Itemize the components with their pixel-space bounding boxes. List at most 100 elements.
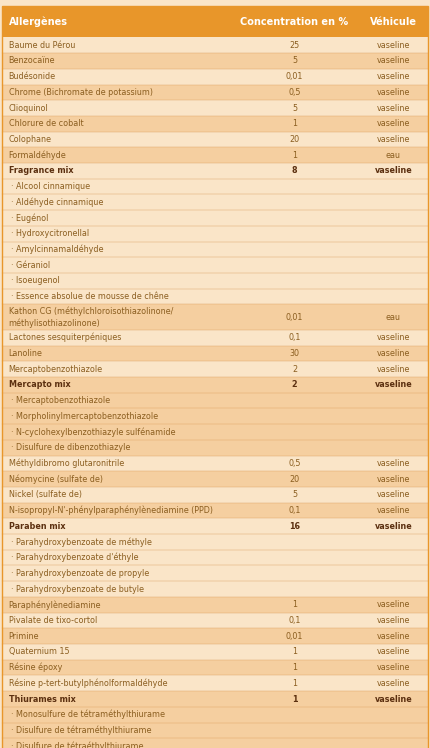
Text: Benzocaïne: Benzocaïne: [9, 56, 55, 66]
Text: 1: 1: [292, 647, 297, 657]
Bar: [2, 550, 428, 565]
Text: 0,01: 0,01: [286, 313, 303, 322]
Text: Baume du Pérou: Baume du Pérou: [9, 40, 75, 50]
Text: 0,1: 0,1: [289, 333, 301, 343]
Text: Paraphénylènediamine: Paraphénylènediamine: [9, 600, 101, 610]
Text: Mercaptobenzothiazole: Mercaptobenzothiazole: [9, 364, 103, 374]
Text: vaseline: vaseline: [377, 56, 410, 66]
Text: eau: eau: [386, 150, 401, 160]
Text: Chlorure de cobalt: Chlorure de cobalt: [9, 119, 83, 129]
Bar: [2, 37, 428, 53]
Text: · Morpholinylmercaptobenzothiazole: · Morpholinylmercaptobenzothiazole: [11, 411, 158, 421]
Text: · Mercaptobenzothiazole: · Mercaptobenzothiazole: [11, 396, 110, 405]
Text: · Parahydroxybenzoate de méthyle: · Parahydroxybenzoate de méthyle: [11, 537, 152, 547]
Text: 0,5: 0,5: [288, 88, 301, 97]
Bar: [2, 100, 428, 116]
Text: · Monosulfure de tétraméthylthiurame: · Monosulfure de tétraméthylthiurame: [11, 710, 165, 720]
Text: vaseline: vaseline: [375, 380, 412, 390]
Text: vaseline: vaseline: [377, 459, 410, 468]
Text: Nickel (sulfate de): Nickel (sulfate de): [9, 490, 82, 500]
Bar: [2, 85, 428, 100]
Bar: [2, 581, 428, 597]
Text: 2: 2: [292, 380, 298, 390]
Text: vaseline: vaseline: [377, 631, 410, 641]
Text: Chrome (Bichromate de potassium): Chrome (Bichromate de potassium): [9, 88, 153, 97]
Text: Primine: Primine: [9, 631, 39, 641]
Text: · Alcool cinnamique: · Alcool cinnamique: [11, 182, 90, 191]
Text: Véhicule: Véhicule: [370, 16, 417, 27]
Bar: [2, 393, 428, 408]
Text: · Disulfure de tétraméthylthiurame: · Disulfure de tétraméthylthiurame: [11, 726, 151, 735]
Bar: [2, 242, 428, 257]
Text: vaseline: vaseline: [377, 506, 410, 515]
Text: Quaternium 15: Quaternium 15: [9, 647, 69, 657]
Text: · Isoeugenol: · Isoeugenol: [11, 276, 59, 286]
Text: · Parahydroxybenzoate de butyle: · Parahydroxybenzoate de butyle: [11, 584, 144, 594]
Bar: [2, 487, 428, 503]
Text: · N-cyclohexylbenzothiazyle sulfénamide: · N-cyclohexylbenzothiazyle sulfénamide: [11, 427, 175, 437]
Bar: [2, 346, 428, 361]
Bar: [2, 194, 428, 210]
Text: 2: 2: [292, 364, 297, 374]
Text: vaseline: vaseline: [377, 616, 410, 625]
Bar: [2, 471, 428, 487]
Bar: [2, 723, 428, 738]
Text: Lactones sesquiterpéniques: Lactones sesquiterpéniques: [9, 333, 121, 343]
Text: 16: 16: [289, 521, 300, 531]
Bar: [2, 408, 428, 424]
Text: 8: 8: [292, 166, 298, 176]
Text: Formaldéhyde: Formaldéhyde: [9, 150, 66, 160]
Text: Budésonide: Budésonide: [9, 72, 56, 82]
Text: vaseline: vaseline: [375, 694, 412, 704]
Bar: [2, 330, 428, 346]
Text: vaseline: vaseline: [377, 103, 410, 113]
Text: · Aldéhyde cinnamique: · Aldéhyde cinnamique: [11, 197, 103, 207]
Text: vaseline: vaseline: [377, 663, 410, 672]
Bar: [2, 179, 428, 194]
Bar: [2, 132, 428, 147]
Text: 0,01: 0,01: [286, 631, 303, 641]
Text: eau: eau: [386, 313, 401, 322]
Text: Fragrance mix: Fragrance mix: [9, 166, 73, 176]
Bar: [2, 257, 428, 273]
Bar: [2, 377, 428, 393]
Text: 5: 5: [292, 103, 297, 113]
Text: vaseline: vaseline: [375, 166, 412, 176]
Text: Clioquinol: Clioquinol: [9, 103, 48, 113]
Bar: [2, 644, 428, 660]
Text: vaseline: vaseline: [377, 40, 410, 50]
Bar: [2, 691, 428, 707]
Text: 1: 1: [292, 678, 297, 688]
Text: 0,1: 0,1: [289, 506, 301, 515]
Text: vaseline: vaseline: [377, 678, 410, 688]
Text: Résine époxy: Résine époxy: [9, 663, 62, 672]
Text: · Amylcinnamaldéhyde: · Amylcinnamaldéhyde: [11, 245, 103, 254]
Text: 0,5: 0,5: [288, 459, 301, 468]
Text: N-isopropyl-N'-phénylparaphénylènediamine (PPD): N-isopropyl-N'-phénylparaphénylènediamin…: [9, 506, 212, 515]
Text: Néomycine (sulfate de): Néomycine (sulfate de): [9, 474, 103, 484]
Text: 1: 1: [292, 694, 297, 704]
Bar: [2, 597, 428, 613]
Text: vaseline: vaseline: [377, 119, 410, 129]
Text: vaseline: vaseline: [377, 349, 410, 358]
Text: 20: 20: [289, 474, 300, 484]
Text: Résine p-tert-butylphénolformaldéhyde: Résine p-tert-butylphénolformaldéhyde: [9, 678, 167, 688]
Text: Allergènes: Allergènes: [9, 16, 68, 27]
Text: Thiurames mix: Thiurames mix: [9, 694, 75, 704]
Bar: [2, 660, 428, 675]
Bar: [2, 163, 428, 179]
Text: · Parahydroxybenzoate de propyle: · Parahydroxybenzoate de propyle: [11, 568, 149, 578]
Bar: [2, 53, 428, 69]
Text: · Géraniol: · Géraniol: [11, 260, 50, 270]
Text: 0,01: 0,01: [286, 72, 303, 82]
Bar: [2, 707, 428, 723]
Text: Méthyldibromo glutaronitrile: Méthyldibromo glutaronitrile: [9, 459, 124, 468]
Text: 25: 25: [289, 40, 300, 50]
Bar: [2, 440, 428, 456]
Text: 1: 1: [292, 663, 297, 672]
Bar: [2, 210, 428, 226]
Text: 5: 5: [292, 56, 297, 66]
Bar: [2, 628, 428, 644]
Bar: [2, 116, 428, 132]
Text: · Disulfure de tétraéthylthiurame: · Disulfure de tétraéthylthiurame: [11, 741, 143, 748]
